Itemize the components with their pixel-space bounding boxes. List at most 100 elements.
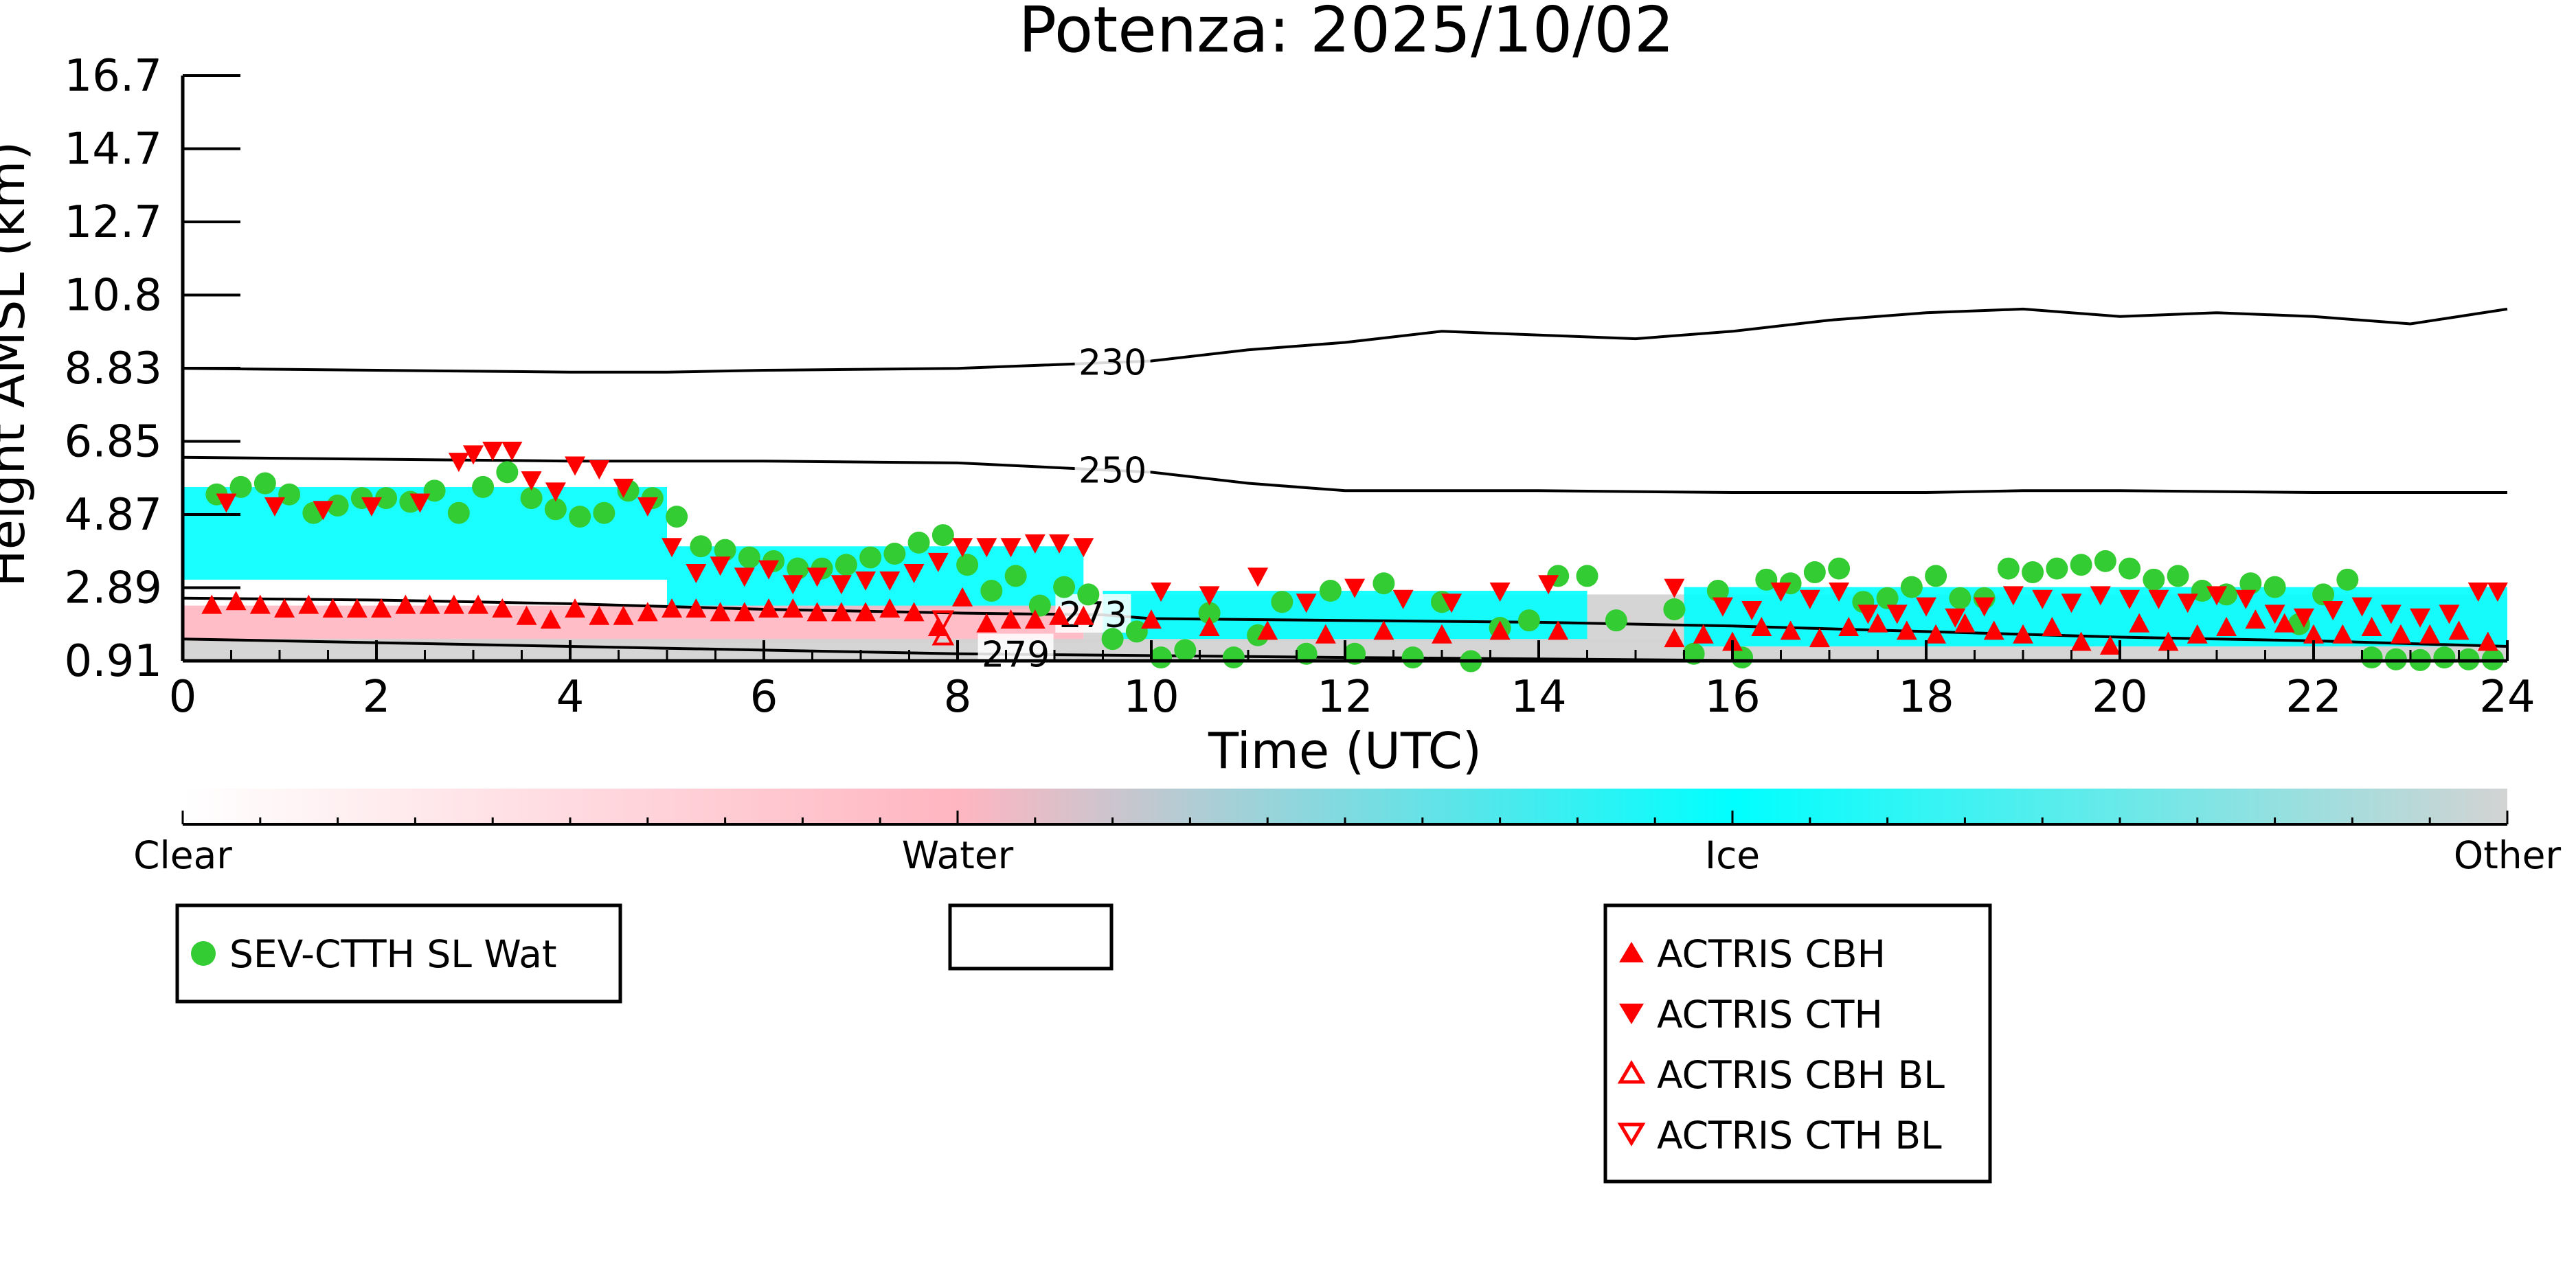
marker-actris-cbh [540, 609, 561, 629]
marker-sev-ctth-sl-wat [253, 472, 276, 495]
marker-actris-cbh [2419, 624, 2441, 644]
marker-actris-cth [521, 471, 542, 491]
marker-actris-cbh [879, 598, 901, 618]
marker-actris-cth [1664, 578, 1685, 598]
marker-actris-cbh [2361, 616, 2382, 636]
marker-actris-cbh [2158, 631, 2179, 651]
marker-actris-cbh [2245, 609, 2266, 629]
marker-sev-ctth-sl-wat [1319, 580, 1342, 602]
mask-band-ice [1103, 591, 1588, 640]
marker-actris-cth [409, 493, 431, 513]
marker-actris-cbh [1257, 620, 1278, 640]
marker-actris-cth [313, 501, 334, 521]
x-tick-label: 2 [363, 672, 391, 723]
marker-sev-ctth-sl-wat [2119, 557, 2141, 580]
x-tick-label: 8 [944, 672, 972, 723]
legend-actris-cbh-bl-label: ACTRIS CBH BL [1657, 1053, 1945, 1097]
marker-sev-ctth-sl-wat [1576, 565, 1598, 587]
marker-actris-cbh [2448, 620, 2470, 640]
marker-actris-cth [1799, 589, 1820, 609]
marker-actris-cbh [1780, 620, 1801, 640]
marker-actris-cth [1974, 597, 1995, 617]
marker-actris-cbh [2274, 613, 2295, 633]
marker-actris-cth [1489, 583, 1511, 602]
x-tick-label: 18 [1898, 672, 1954, 723]
marker-sev-ctth-sl-wat [2167, 565, 2189, 587]
legend-sev-label: SEV-CTTH SL Wat [229, 932, 557, 976]
marker-actris-cbh [637, 602, 658, 622]
marker-actris-cbh [1024, 609, 1046, 629]
x-tick-label: 12 [1317, 672, 1372, 723]
marker-actris-cth [2177, 594, 2198, 613]
marker-actris-cth [613, 478, 634, 498]
legend-sev-marker [191, 941, 216, 966]
x-tick-label: 0 [169, 672, 197, 723]
marker-actris-cth [782, 575, 804, 595]
marker-actris-cbh [1838, 616, 1860, 636]
marker-actris-cbh [322, 598, 343, 618]
legend-sev-box [175, 903, 622, 1004]
marker-actris-cbh [710, 602, 731, 622]
marker-actris-cth [952, 538, 973, 558]
marker-actris-cbh [2099, 635, 2121, 655]
marker-actris-cbh [419, 594, 440, 614]
marker-actris-cth [1000, 538, 1021, 558]
marker-sev-ctth-sl-wat [1706, 580, 1729, 602]
y-tick-label: 14.7 [65, 124, 163, 175]
marker-sev-ctth-sl-wat [980, 580, 1003, 602]
marker-actris-cbh [2332, 624, 2353, 644]
marker-actris-cth [216, 493, 237, 513]
marker-actris-cbh [758, 598, 780, 618]
legend-empty [948, 903, 1114, 971]
marker-actris-cbh [1141, 609, 1162, 629]
marker-actris-cth [903, 564, 925, 584]
y-tick-label: 8.83 [65, 343, 163, 394]
marker-actris-cbh [686, 598, 707, 618]
marker-actris-cbh [1751, 616, 1772, 636]
y-tick-label: 6.85 [65, 417, 163, 468]
marker-actris-cbh [2070, 631, 2092, 651]
marker-actris-cth [2264, 605, 2285, 624]
colorbar: Clear Water Ice Other [133, 789, 2561, 877]
marker-sev-ctth-sl-wat [1663, 598, 1686, 620]
colorbar-label-water: Water [902, 833, 1014, 877]
marker-actris-cth [2487, 583, 2508, 602]
x-tick-label: 20 [2092, 672, 2147, 723]
marker-sev-ctth-sl-wat [2022, 561, 2044, 584]
contour-label-bg [1074, 341, 1151, 381]
marker-actris-cth [463, 445, 484, 465]
colorbar-ticks [181, 811, 2509, 824]
marker-actris-cbh [831, 602, 852, 622]
legend-empty-box [948, 903, 1114, 971]
marker-actris-cth [1441, 594, 1462, 613]
marker-actris-cbh [249, 594, 271, 614]
x-tick-label: 6 [750, 672, 778, 723]
marker-sev-ctth-sl-wat [569, 506, 591, 528]
marker-actris-cth [1770, 583, 1792, 602]
colorbar-label-ice: Ice [1705, 833, 1760, 877]
marker-sev-ctth-sl-wat [2433, 646, 2456, 669]
x-axis-label: Time (UTC) [1208, 722, 1482, 780]
marker-sev-ctth-sl-wat [1053, 576, 1076, 598]
marker-sev-ctth-sl-wat [447, 501, 470, 524]
marker-actris-cth [1886, 605, 1908, 624]
y-tick-label: 0.91 [65, 636, 163, 687]
marker-sev-ctth-sl-wat [278, 483, 301, 506]
marker-actris-cbh [952, 587, 973, 607]
marker-sev-ctth-sl-wat [1372, 572, 1395, 595]
marker-actris-cbh [782, 598, 804, 618]
marker-sev-ctth-sl-wat [714, 539, 736, 561]
marker-sev-ctth-sl-wat [787, 557, 809, 580]
contour-line-250 [182, 455, 2507, 494]
marker-sev-ctth-sl-wat [2360, 646, 2383, 669]
marker-actris-cbh [201, 594, 223, 614]
marker-sev-ctth-sl-wat [520, 487, 543, 510]
marker-actris-cth [1151, 583, 1172, 602]
marker-sev-ctth-sl-wat [2263, 576, 2286, 598]
marker-actris-cbh [1548, 620, 1569, 640]
marker-actris-cbh [2477, 631, 2498, 651]
marker-sev-ctth-sl-wat [1198, 602, 1221, 624]
y-tick-label: 4.87 [65, 490, 163, 541]
